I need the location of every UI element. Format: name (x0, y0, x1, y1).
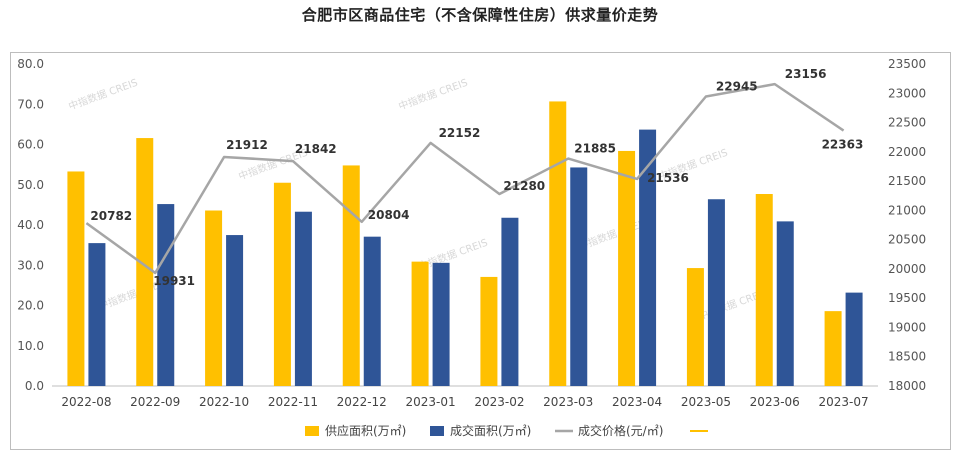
supply-bar (755, 194, 773, 386)
right-axis-tick-label: 23000 (888, 86, 926, 100)
deal-bar (776, 221, 794, 386)
legend-label-price: 成交价格(元/㎡) (578, 423, 663, 438)
supply-bar (480, 276, 498, 386)
deal-bar (432, 262, 450, 386)
supply-bar (686, 268, 704, 386)
deal-bar (88, 243, 106, 386)
right-axis-tick-label: 22500 (888, 116, 926, 130)
price-data-label: 22945 (716, 79, 758, 93)
deal-bar (845, 292, 863, 386)
deal-bar (570, 167, 588, 386)
right-axis-tick-label: 21500 (888, 174, 926, 188)
right-axis-tick-label: 22000 (888, 145, 926, 159)
x-axis-tick-label: 2023-04 (612, 395, 662, 409)
right-axis-tick-label: 18500 (888, 350, 926, 364)
supply-bar (67, 171, 85, 386)
legend-label-deal: 成交面积(万㎡) (450, 423, 531, 438)
right-axis-tick-label: 23500 (888, 57, 926, 71)
supply-bar (342, 165, 360, 386)
right-axis-tick-label: 19000 (888, 320, 926, 334)
left-axis-tick-label: 0.0 (25, 379, 44, 393)
supply-bar (549, 101, 567, 387)
left-axis-tick-label: 10.0 (17, 339, 44, 353)
right-axis-tick-label: 20000 (888, 262, 926, 276)
x-axis-tick-label: 2023-07 (819, 395, 869, 409)
x-axis-tick-label: 2022-11 (268, 395, 318, 409)
watermark-text: 中指数据 CREIS (577, 216, 650, 253)
deal-bar (707, 199, 725, 386)
deal-bar (501, 217, 519, 386)
deal-bar (363, 236, 381, 386)
price-data-label: 21536 (647, 171, 689, 185)
right-axis-tick-label: 18000 (888, 379, 926, 393)
price-data-label: 22363 (822, 138, 864, 152)
price-data-label: 20804 (368, 208, 410, 222)
price-data-label: 21885 (574, 142, 616, 156)
chart-frame (10, 52, 951, 450)
left-axis-tick-label: 20.0 (17, 299, 44, 313)
left-axis-tick-label: 40.0 (17, 218, 44, 232)
x-axis-tick-label: 2023-02 (474, 395, 524, 409)
left-axis-tick-label: 80.0 (17, 57, 44, 71)
price-data-label: 23156 (785, 67, 827, 81)
price-data-label: 21912 (226, 138, 268, 152)
price-data-label: 20782 (90, 209, 132, 223)
right-axis-tick-label: 19500 (888, 291, 926, 305)
x-axis-tick-label: 2023-06 (750, 395, 800, 409)
supply-bar (618, 150, 636, 386)
supply-bar (824, 311, 842, 386)
price-data-label: 21842 (295, 142, 337, 156)
x-axis-tick-label: 2022-09 (130, 395, 180, 409)
supply-bar (136, 138, 154, 386)
chart-title: 合肥市区商品住宅（不含保障性住房）供求量价走势 (301, 6, 659, 24)
legend-swatch-deal (430, 426, 444, 436)
x-axis-tick-label: 2022-10 (199, 395, 249, 409)
price-data-label: 21280 (503, 179, 545, 193)
x-axis-tick-label: 2023-01 (406, 395, 456, 409)
price-data-label: 19931 (153, 274, 195, 288)
price-line (85, 82, 845, 275)
left-axis-tick-label: 70.0 (17, 97, 44, 111)
left-axis-tick-label: 30.0 (17, 258, 44, 272)
legend-label-supply: 供应面积(万㎡) (325, 423, 406, 438)
deal-bar (226, 235, 244, 386)
left-axis-tick-label: 60.0 (17, 138, 44, 152)
left-axis-tick-label: 50.0 (17, 178, 44, 192)
deal-bar (639, 129, 657, 387)
right-axis-tick-label: 20500 (888, 233, 926, 247)
supply-bar (411, 261, 429, 386)
legend-swatch-supply (305, 426, 319, 436)
watermark-text: 中指数据 CREIS (397, 76, 470, 113)
supply-bar (273, 182, 291, 386)
right-axis-tick-label: 21000 (888, 203, 926, 217)
deal-bar (157, 204, 175, 386)
deal-bar (294, 211, 312, 386)
watermark-text: 中指数据 CREIS (67, 76, 140, 113)
x-axis-tick-label: 2022-12 (337, 395, 387, 409)
price-data-label: 22152 (439, 126, 481, 140)
x-axis-tick-label: 2023-03 (543, 395, 593, 409)
x-axis-tick-label: 2023-05 (681, 395, 731, 409)
x-axis-tick-label: 2022-08 (61, 395, 111, 409)
supply-bar (205, 210, 223, 386)
